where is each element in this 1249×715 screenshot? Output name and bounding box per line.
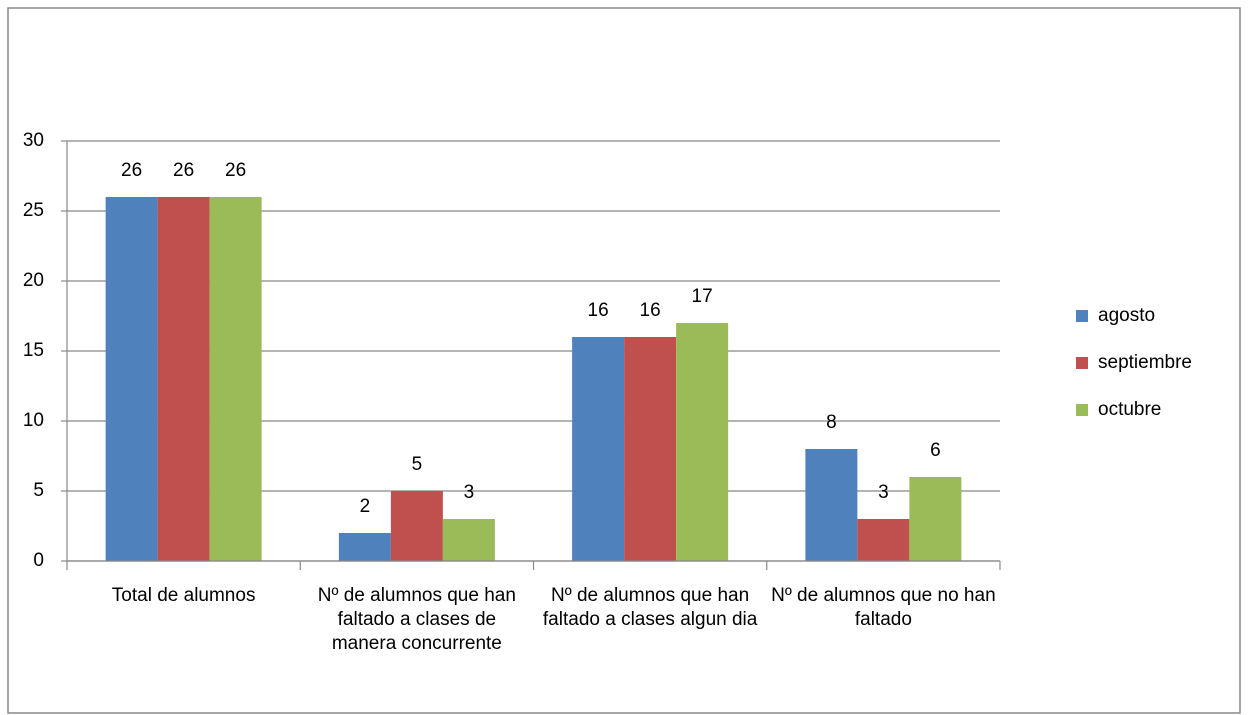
data-label: 26	[173, 160, 194, 181]
y-tick-label: 5	[33, 480, 44, 501]
data-label: 26	[225, 160, 246, 181]
bar	[105, 197, 158, 561]
y-tick-label: 0	[33, 550, 44, 571]
legend-swatch	[1076, 357, 1088, 369]
x-tick-label: Nº de alumnos que no han faltado	[771, 585, 996, 630]
bar	[338, 533, 391, 561]
legend-label: septiembre	[1098, 352, 1192, 373]
legend-label: octubre	[1098, 399, 1161, 420]
data-label: 3	[464, 482, 475, 503]
x-tick-label: Nº de alumnos que han faltado a clases a…	[542, 585, 758, 630]
bar	[572, 337, 625, 561]
y-tick-label: 15	[23, 340, 44, 361]
bar	[857, 519, 910, 561]
x-tick-label: Nº de alumnos que han faltado a clases d…	[317, 585, 516, 654]
bar	[624, 337, 677, 561]
data-label: 3	[878, 482, 889, 503]
bar	[805, 449, 858, 561]
data-label: 8	[826, 412, 837, 433]
bar	[390, 491, 443, 561]
y-tick-label: 10	[23, 410, 44, 431]
data-label: 16	[640, 300, 661, 321]
bar	[442, 519, 495, 561]
bar	[209, 197, 262, 561]
legend-label: agosto	[1098, 305, 1155, 326]
data-label: 2	[360, 496, 371, 517]
data-label: 6	[930, 440, 941, 461]
data-label: 5	[412, 454, 423, 475]
bar	[676, 323, 729, 561]
y-tick-label: 30	[23, 130, 44, 151]
y-tick-label: 25	[23, 200, 44, 221]
x-tick-label: Total de alumnos	[111, 585, 256, 606]
data-label: 26	[121, 160, 142, 181]
legend-swatch	[1076, 404, 1088, 416]
bar	[909, 477, 962, 561]
bar	[157, 197, 210, 561]
data-label: 16	[588, 300, 609, 321]
data-label: 17	[692, 286, 713, 307]
y-tick-label: 20	[23, 270, 44, 291]
legend-swatch	[1076, 310, 1088, 322]
